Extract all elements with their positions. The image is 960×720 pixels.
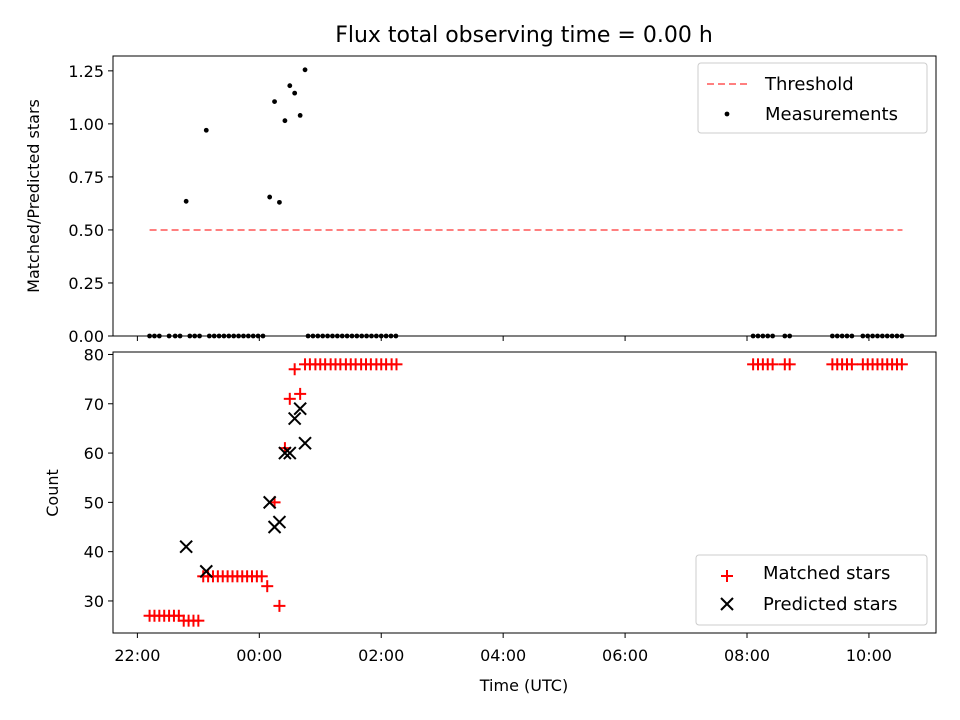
bottom-x-ticks: 22:00 00:00 02:00 04:00 06:00 08:00 10:00	[114, 633, 892, 665]
matched-star-point	[783, 358, 796, 371]
threshold-legend-label: Threshold	[764, 74, 854, 95]
top-ytick-label: 1.00	[68, 115, 104, 134]
measurement-point	[302, 67, 308, 73]
bottom-ytick-label: 70	[84, 395, 104, 414]
matched-star-point	[845, 358, 858, 371]
measurement-point	[282, 118, 288, 124]
bottom-xtick-label: 06:00	[602, 646, 648, 665]
top-ytick-label: 0.75	[68, 168, 104, 187]
bottom-chart: Count Time (UTC) 30 40 50 60 70 80 22:00 00:00…	[43, 345, 937, 695]
top-ytick-label: 0.25	[68, 274, 104, 293]
measurement-point	[277, 199, 282, 205]
predicted-star-point	[298, 436, 312, 450]
bottom-ytick-label: 40	[84, 543, 104, 562]
top-legend-box	[697, 62, 928, 134]
bottom-axes-frame	[112, 351, 937, 634]
bottom-ytick-label: 80	[84, 345, 104, 364]
measurement-point	[287, 83, 293, 89]
bottom-ytick-label: 60	[84, 444, 104, 463]
top-chart-title: Flux total observing time = 0.00 h	[335, 23, 713, 48]
bottom-legend-box	[695, 554, 928, 626]
matched-star-point	[288, 363, 301, 376]
predicted-star-point	[283, 446, 297, 460]
bottom-plot-area	[143, 358, 908, 627]
measurements-legend-swatch	[724, 111, 730, 117]
bottom-y-ticks: 30 40 50 60 70 80	[84, 345, 113, 611]
top-x-ticks	[136, 336, 870, 341]
matched-star-point	[895, 358, 908, 371]
top-plot-area	[147, 67, 905, 339]
bottom-xtick-label: 22:00	[114, 646, 160, 665]
bottom-legend: Matched stars Predicted stars	[695, 554, 928, 626]
measurement-point	[272, 99, 277, 105]
bottom-xtick-label: 00:00	[236, 646, 282, 665]
measurement-point	[292, 90, 298, 96]
predicted-star-point	[179, 540, 193, 554]
bottom-ytick-label: 50	[84, 493, 104, 512]
matched-star-point	[273, 599, 286, 612]
predicted-legend-swatch	[720, 597, 734, 611]
predicted-star-point	[293, 401, 307, 416]
bottom-xtick-label: 10:00	[846, 646, 892, 665]
bottom-xtick-label: 04:00	[480, 646, 526, 665]
bottom-xtick-label: 08:00	[724, 646, 770, 665]
measurement-point	[297, 112, 303, 118]
predicted-legend-label: Predicted stars	[763, 594, 897, 615]
bottom-chart-xlabel: Time (UTC)	[479, 676, 568, 695]
matched-star-point	[255, 570, 268, 583]
matched-star-point	[294, 387, 307, 400]
top-chart: Flux total observing time = 0.00 h Match…	[24, 23, 937, 346]
matched-star-point	[261, 580, 274, 593]
matched-legend-swatch	[721, 570, 733, 582]
measurement-point	[203, 127, 209, 133]
bottom-ytick-label: 30	[84, 592, 104, 611]
bottom-chart-ylabel: Count	[43, 469, 62, 517]
top-y-ticks: 0.00 0.25 0.50 0.75 1.00 1.25	[68, 62, 113, 346]
predicted-star-point	[278, 446, 292, 460]
matched-star-point	[192, 614, 205, 627]
predicted-star-point	[272, 515, 287, 529]
top-ytick-label: 0.50	[68, 221, 104, 240]
top-axes-frame	[112, 55, 937, 337]
top-ytick-label: 1.25	[68, 62, 104, 81]
predicted-star-point	[287, 411, 302, 426]
top-ytick-label: 0.00	[68, 327, 104, 346]
matched-star-point	[766, 358, 779, 371]
top-legend: Threshold Measurements	[697, 62, 928, 134]
measurement-point	[183, 198, 189, 204]
top-chart-ylabel: Matched/Predicted stars	[24, 99, 43, 293]
measurements-legend-label: Measurements	[765, 104, 898, 125]
matched-star-point	[390, 358, 403, 371]
matched-legend-label: Matched stars	[763, 563, 890, 584]
measurement-point	[267, 194, 273, 200]
matched-star-point	[283, 392, 296, 405]
predicted-star-point	[262, 495, 277, 510]
predicted-star-point	[199, 564, 213, 579]
bottom-xtick-label: 02:00	[358, 646, 404, 665]
